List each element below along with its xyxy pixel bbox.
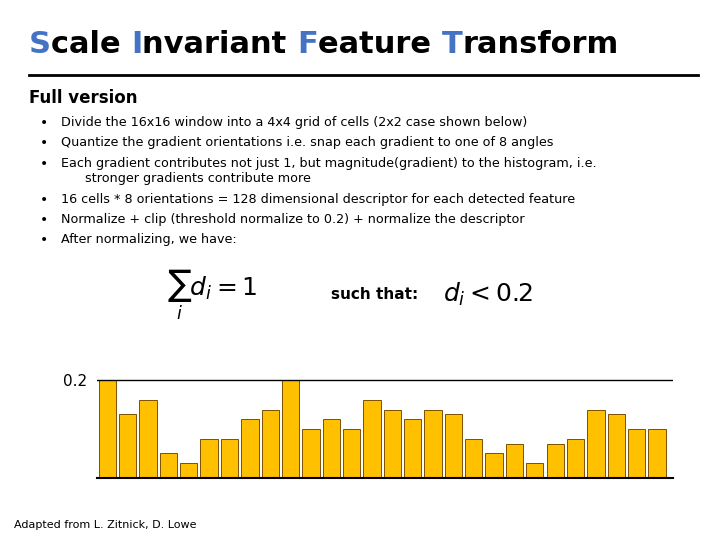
Text: Adapted from L. Zitnick, D. Lowe: Adapted from L. Zitnick, D. Lowe — [14, 520, 197, 530]
Bar — [302, 429, 320, 478]
Text: •: • — [40, 157, 48, 171]
Bar — [424, 409, 441, 478]
Bar — [200, 439, 217, 478]
Bar — [628, 429, 645, 478]
Bar — [99, 380, 116, 478]
Bar — [445, 415, 462, 478]
Bar — [364, 400, 381, 478]
Bar — [261, 409, 279, 478]
Text: cale: cale — [51, 30, 131, 59]
Bar — [160, 454, 177, 478]
Bar — [323, 420, 340, 478]
Text: $d_i < 0.2$: $d_i < 0.2$ — [443, 281, 533, 308]
Text: •: • — [40, 213, 48, 227]
Bar — [648, 429, 665, 478]
Bar — [140, 400, 157, 478]
Text: nvariant: nvariant — [143, 30, 297, 59]
Text: •: • — [40, 193, 48, 207]
Text: $\sum_i d_i = 1$: $\sum_i d_i = 1$ — [167, 267, 258, 322]
Bar — [608, 415, 625, 478]
Bar — [567, 439, 584, 478]
Text: Divide the 16x16 window into a 4x4 grid of cells (2x2 case shown below): Divide the 16x16 window into a 4x4 grid … — [61, 116, 528, 129]
Bar — [526, 463, 544, 478]
Text: S: S — [29, 30, 51, 59]
Text: ransform: ransform — [462, 30, 618, 59]
Bar — [546, 444, 564, 478]
Bar — [404, 420, 421, 478]
Text: Each gradient contributes not just 1, but magnitude(gradient) to the histogram, : Each gradient contributes not just 1, bu… — [61, 157, 597, 185]
Text: such that:: such that: — [331, 287, 418, 302]
Bar — [588, 409, 605, 478]
Bar — [221, 439, 238, 478]
Text: Normalize + clip (threshold normalize to 0.2) + normalize the descriptor: Normalize + clip (threshold normalize to… — [61, 213, 525, 226]
Text: 16 cells * 8 orientations = 128 dimensional descriptor for each detected feature: 16 cells * 8 orientations = 128 dimensio… — [61, 193, 575, 206]
Bar — [241, 420, 258, 478]
Text: T: T — [441, 30, 462, 59]
Text: eature: eature — [318, 30, 441, 59]
Bar — [180, 463, 197, 478]
Text: I: I — [131, 30, 143, 59]
Text: •: • — [40, 116, 48, 130]
Text: Quantize the gradient orientations i.e. snap each gradient to one of 8 angles: Quantize the gradient orientations i.e. … — [61, 136, 554, 149]
Bar — [485, 454, 503, 478]
Text: After normalizing, we have:: After normalizing, we have: — [61, 233, 237, 246]
Bar — [343, 429, 360, 478]
Bar — [384, 409, 401, 478]
Text: •: • — [40, 233, 48, 247]
Bar — [465, 439, 482, 478]
Bar — [505, 444, 523, 478]
Text: Full version: Full version — [29, 89, 138, 107]
Bar — [282, 380, 300, 478]
Bar — [119, 415, 136, 478]
Text: F: F — [297, 30, 318, 59]
Text: •: • — [40, 136, 48, 150]
